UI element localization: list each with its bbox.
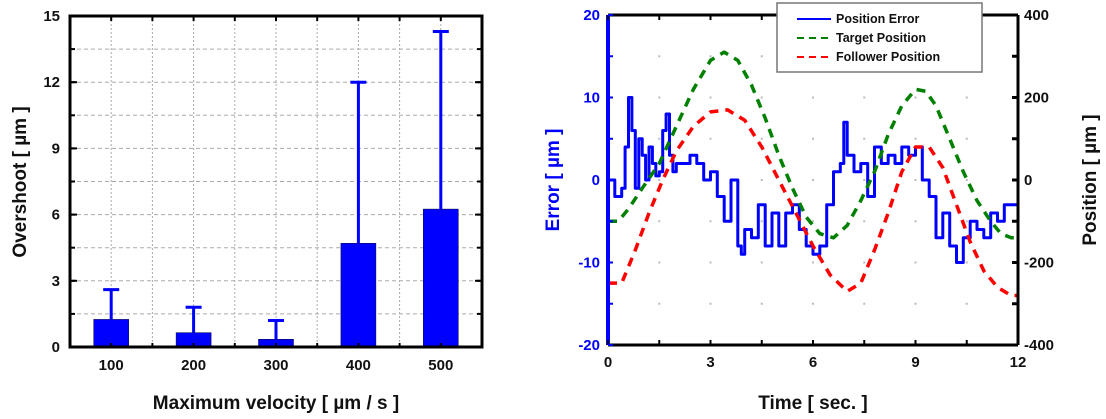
- error-tick-label: -10: [578, 255, 600, 272]
- x-tick-label: 300: [263, 357, 288, 374]
- grid-dot: [760, 137, 763, 140]
- grid-dot: [965, 220, 968, 223]
- grid-dot: [914, 220, 917, 223]
- time-tick-label: 12: [1010, 354, 1027, 371]
- right-ticks: [607, 13, 1019, 347]
- position-error-line-chart: -20 -10 0 10 20 -400 -200 0 200 400 0 3 6 9 12 Time …: [543, 2, 1101, 414]
- grid-dot: [658, 179, 661, 181]
- bar-500: [423, 208, 459, 348]
- time-tick-labels: 0 3 6 9 12: [604, 354, 1027, 371]
- left-ticks: [70, 15, 482, 348]
- left-y-axis-title: Overshoot [ µm ]: [10, 106, 31, 257]
- grid-dot: [812, 220, 814, 223]
- grid-dot: [965, 302, 968, 305]
- grid-dot: [914, 179, 917, 181]
- position-tick-label: 200: [1024, 90, 1049, 107]
- grid-dot: [760, 261, 763, 264]
- grid-dot: [914, 261, 917, 264]
- grid-dot: [658, 137, 661, 140]
- position-tick-label: -200: [1024, 255, 1054, 272]
- left-x-axis-title: Maximum velocity [ µm / s ]: [153, 393, 399, 414]
- y-tick-label: 6: [52, 207, 60, 224]
- grid-dot: [658, 96, 661, 99]
- x-tick-label: 100: [99, 357, 124, 374]
- grid-dot: [709, 302, 712, 305]
- grid-dot: [658, 302, 661, 305]
- grid-dot: [863, 220, 866, 223]
- grid-dot: [965, 261, 968, 264]
- time-tick-label: 3: [706, 354, 714, 371]
- grid-dot: [863, 261, 866, 264]
- grid-dot: [760, 96, 763, 99]
- position-tick-label: 0: [1024, 172, 1032, 189]
- y-tick-label: 3: [52, 273, 60, 290]
- overshoot-bar-chart: 0 3 6 9 12 15 100 200 300 400 500 Maximum velocit…: [10, 8, 484, 414]
- y-tick-label: 12: [43, 74, 60, 91]
- grid-dot: [709, 220, 712, 223]
- grid-dot: [760, 220, 763, 223]
- time-tick-label: 9: [911, 354, 919, 371]
- grid-dot: [658, 55, 661, 58]
- y-tick-label: 15: [43, 8, 60, 25]
- grid-dot: [914, 96, 917, 99]
- grid-dot: [760, 55, 763, 58]
- left-y-tick-labels: 0 3 6 9 12 15: [43, 8, 60, 356]
- error-tick-labels: -20 -10 0 10 20: [578, 7, 600, 354]
- grid-dot: [863, 302, 866, 305]
- legend-label-position-error: Position Error: [836, 12, 919, 26]
- position-series: [608, 50, 1020, 298]
- right-grid: [658, 55, 968, 305]
- time-tick-label: 0: [604, 354, 612, 371]
- left-x-tick-labels: 100 200 300 400 500: [99, 357, 454, 374]
- series-position-error: [608, 96, 1020, 264]
- bar-100: [93, 319, 129, 348]
- y-tick-label: 0: [52, 339, 60, 356]
- grid-dot: [863, 137, 866, 140]
- error-tick-label: 0: [592, 172, 600, 189]
- x-tick-label: 200: [181, 357, 206, 374]
- grid-dot: [812, 179, 814, 181]
- x-tick-label: 500: [428, 357, 453, 374]
- grid-dot: [914, 302, 917, 305]
- legend: Position Error Target Position Follower …: [776, 2, 983, 73]
- grid-dot: [709, 261, 712, 264]
- grid-dot: [965, 179, 968, 181]
- grid-dot: [658, 261, 661, 264]
- time-tick-label: 6: [809, 354, 817, 371]
- x-tick-label: 400: [346, 357, 371, 374]
- error-axis-title: Error [ µm ]: [543, 129, 564, 232]
- grid-dot: [965, 96, 968, 99]
- grid-dot: [709, 96, 712, 99]
- position-tick-label: 400: [1024, 7, 1049, 24]
- position-tick-label: -400: [1024, 337, 1054, 354]
- grid-dot: [760, 302, 763, 305]
- position-axis-title: Position [ µm ]: [1080, 114, 1101, 245]
- legend-label-target-position: Target Position: [836, 31, 926, 45]
- grid-dot: [812, 302, 814, 305]
- grid-dot: [709, 137, 712, 140]
- grid-dot: [709, 55, 712, 58]
- error-tick-label: 10: [583, 90, 600, 107]
- position-tick-labels: -400 -200 0 200 400: [1024, 7, 1054, 354]
- time-axis-title: Time [ sec. ]: [758, 393, 867, 414]
- error-tick-label: 20: [583, 7, 600, 24]
- grid-dot: [760, 179, 763, 181]
- grid-dot: [965, 137, 968, 140]
- y-tick-label: 9: [52, 140, 60, 157]
- grid-dot: [812, 137, 814, 140]
- legend-label-follower-position: Follower Position: [836, 50, 940, 64]
- series-follower-position: [608, 108, 1018, 298]
- grid-dot: [658, 220, 661, 223]
- grid-dot: [863, 96, 866, 99]
- error-tick-label: -20: [578, 337, 600, 354]
- grid-dot: [914, 137, 917, 140]
- bar-400: [340, 243, 377, 348]
- series-target-position: [608, 50, 1018, 240]
- grid-dot: [812, 261, 814, 264]
- grid-dot: [812, 96, 814, 99]
- left-grid: [70, 16, 482, 347]
- grid-dot: [863, 179, 866, 181]
- overshoot-error-bars: [103, 29, 449, 340]
